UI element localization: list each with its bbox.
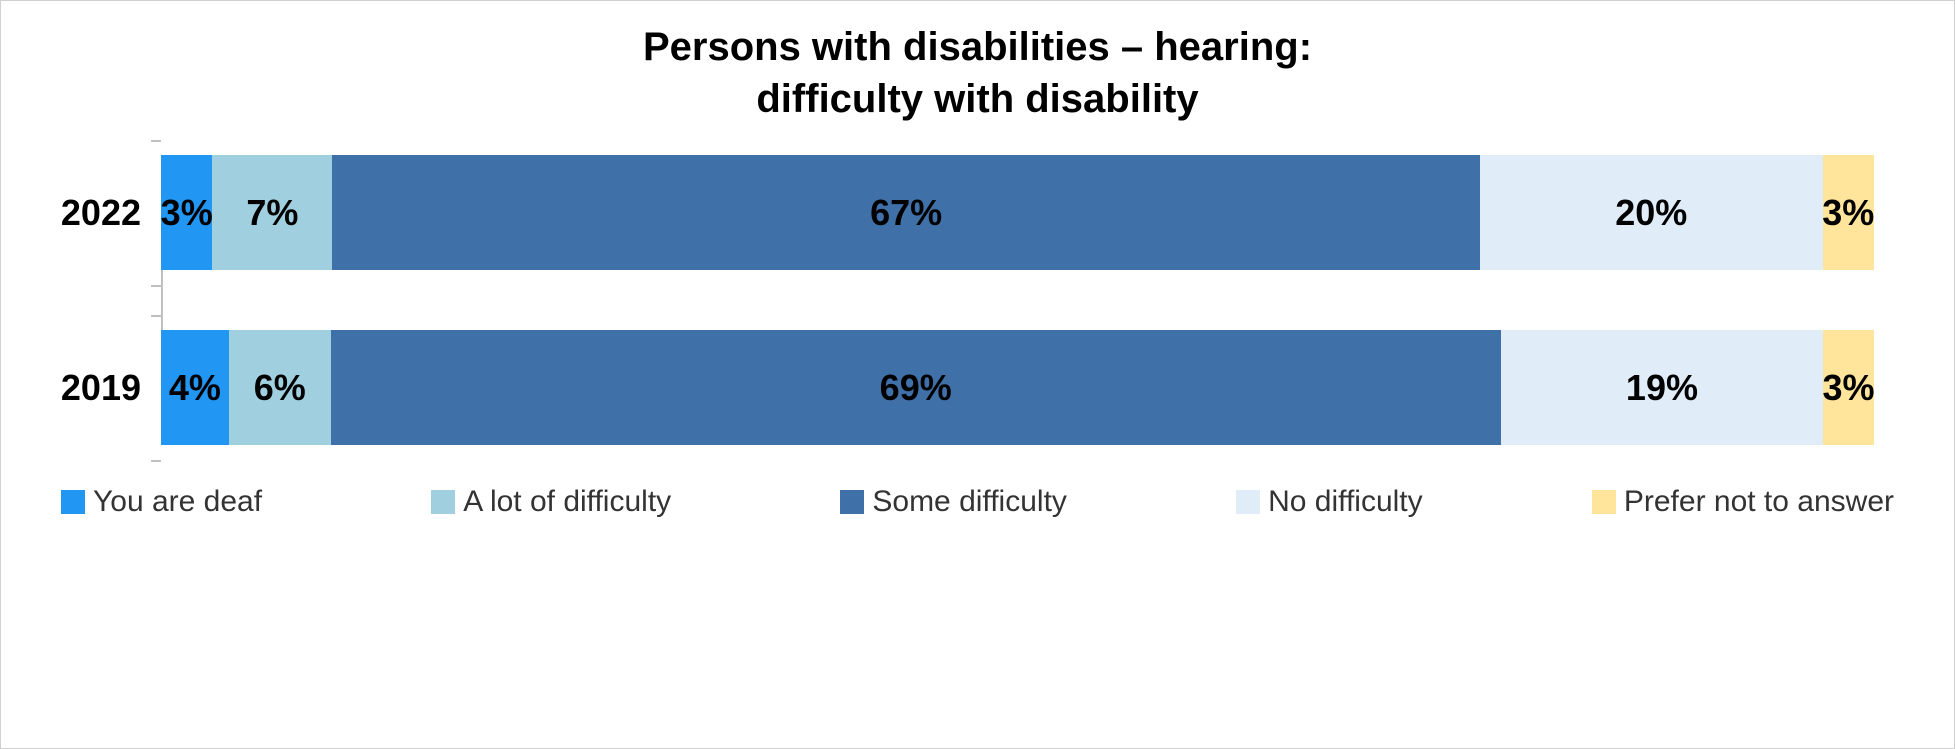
legend-label: Some difficulty (872, 485, 1067, 519)
bar-segment: 6% (229, 330, 331, 445)
legend-swatch (840, 490, 864, 514)
bar-segment: 20% (1480, 155, 1823, 270)
bar-segment: 3% (161, 155, 212, 270)
legend-swatch (1592, 490, 1616, 514)
category-label: 2019 (41, 367, 141, 409)
y-axis-tick (151, 460, 161, 462)
bar-segment: 7% (212, 155, 332, 270)
legend-item: You are deaf (61, 485, 262, 519)
bar-segment: 69% (331, 330, 1501, 445)
chart-title: Persons with disabilities – hearing: dif… (41, 21, 1914, 125)
y-axis-tick (151, 140, 161, 142)
legend-label: You are deaf (93, 485, 262, 519)
bar-segment: 19% (1501, 330, 1823, 445)
y-axis-tick (151, 285, 161, 287)
chart-title-line-1: Persons with disabilities – hearing: (41, 21, 1914, 73)
bar-segment: 3% (1823, 330, 1874, 445)
legend-label: A lot of difficulty (463, 485, 671, 519)
category-label: 2022 (41, 192, 141, 234)
legend-item: A lot of difficulty (431, 485, 671, 519)
bar-segment: 67% (332, 155, 1480, 270)
bar-segment: 3% (1823, 155, 1874, 270)
bar-stack: 4%6%69%19%3% (161, 330, 1874, 445)
chart-container: Persons with disabilities – hearing: dif… (0, 0, 1955, 749)
legend-swatch (1236, 490, 1260, 514)
legend-item: Prefer not to answer (1592, 485, 1894, 519)
legend-item: Some difficulty (840, 485, 1067, 519)
y-axis-tick (151, 315, 161, 317)
bar-row: 20194%6%69%19%3% (161, 330, 1874, 445)
bar-segment: 4% (161, 330, 229, 445)
legend-swatch (431, 490, 455, 514)
bar-stack: 3%7%67%20%3% (161, 155, 1874, 270)
bar-row: 20223%7%67%20%3% (161, 155, 1874, 270)
plot-area: 20223%7%67%20%3%20194%6%69%19%3% (161, 155, 1874, 445)
chart-title-line-2: difficulty with disability (41, 73, 1914, 125)
legend: You are deaf A lot of difficulty Some diff… (41, 485, 1914, 519)
legend-label: No difficulty (1268, 485, 1423, 519)
legend-swatch (61, 490, 85, 514)
legend-item: No difficulty (1236, 485, 1423, 519)
legend-label: Prefer not to answer (1624, 485, 1894, 519)
